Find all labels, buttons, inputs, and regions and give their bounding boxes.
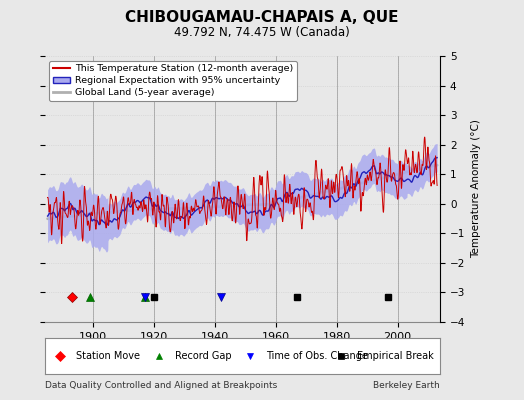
Text: Empirical Break: Empirical Break	[357, 351, 434, 361]
Text: Berkeley Earth: Berkeley Earth	[374, 381, 440, 390]
Text: Time of Obs. Change: Time of Obs. Change	[266, 351, 368, 361]
Text: Record Gap: Record Gap	[175, 351, 232, 361]
Text: Station Move: Station Move	[76, 351, 140, 361]
Legend: This Temperature Station (12-month average), Regional Expectation with 95% uncer: This Temperature Station (12-month avera…	[49, 61, 297, 101]
Y-axis label: Temperature Anomaly (°C): Temperature Anomaly (°C)	[471, 120, 481, 258]
Text: CHIBOUGAMAU-CHAPAIS A, QUE: CHIBOUGAMAU-CHAPAIS A, QUE	[125, 10, 399, 25]
Text: 49.792 N, 74.475 W (Canada): 49.792 N, 74.475 W (Canada)	[174, 26, 350, 39]
Text: Data Quality Controlled and Aligned at Breakpoints: Data Quality Controlled and Aligned at B…	[45, 381, 277, 390]
